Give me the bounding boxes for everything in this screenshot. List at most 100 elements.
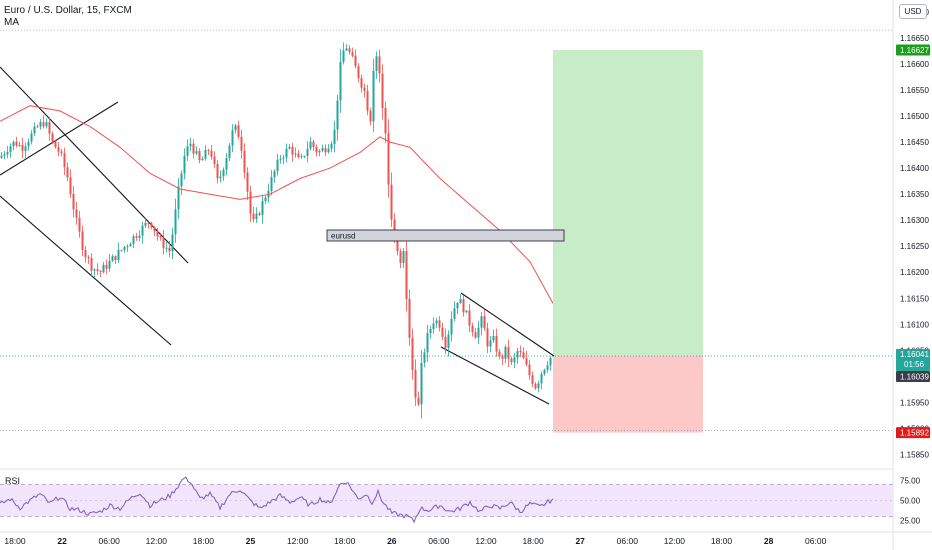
- time-tick-label: 18:00: [711, 536, 733, 546]
- candle: [120, 249, 123, 252]
- currency-button[interactable]: USD: [899, 4, 927, 19]
- candle: [141, 221, 144, 244]
- price-tick-label: 1.16200: [900, 268, 929, 277]
- candle: [477, 321, 480, 344]
- symbol-title[interactable]: Euro / U.S. Dollar, 15, FXCM: [4, 5, 132, 16]
- candle: [234, 123, 237, 134]
- candle: [429, 325, 432, 339]
- time-axis-ticks[interactable]: 18:00 22 06:00 12:00 18:00 25 12:00 18:00 26 06:0…: [4, 536, 826, 546]
- candle: [114, 255, 117, 265]
- candle: [105, 259, 108, 274]
- candle: [186, 139, 189, 161]
- candle: [291, 142, 294, 162]
- price-tick-label: 1.16100: [900, 320, 929, 329]
- candle: [6, 145, 9, 159]
- candle: [48, 117, 51, 141]
- candle: [327, 144, 330, 154]
- time-tick-label: 18:00: [4, 536, 26, 546]
- candle: [324, 144, 327, 157]
- price-tick-label: 1.16350: [900, 190, 929, 199]
- wedge-upper-line[interactable]: [460, 292, 555, 357]
- profit-zone[interactable]: [553, 49, 703, 357]
- candle: [543, 368, 546, 376]
- candle: [63, 147, 66, 176]
- wedge-lower-line[interactable]: [440, 346, 550, 405]
- eurusd-note-box[interactable]: [326, 229, 565, 242]
- candle: [306, 141, 309, 163]
- candle: [300, 153, 303, 159]
- price-tick-label: 1.16400: [900, 164, 929, 173]
- price-axis-ticks[interactable]: 1.167001.166501.166001.165501.165001.164…: [900, 8, 929, 459]
- candle: [84, 246, 87, 263]
- candle: [30, 129, 33, 145]
- candle: [135, 232, 138, 241]
- candle: [483, 309, 486, 331]
- time-tick-label: 06:00: [428, 536, 450, 546]
- candle: [450, 311, 453, 342]
- candle: [480, 311, 483, 336]
- candle: [93, 268, 96, 278]
- candle: [402, 248, 405, 268]
- candle: [216, 159, 219, 184]
- candle: [537, 380, 540, 393]
- candle: [321, 144, 324, 153]
- price-tick-label: 1.16600: [900, 60, 929, 69]
- candle: [123, 245, 126, 253]
- candle: [240, 129, 243, 159]
- moving-average-line: [0, 105, 554, 304]
- entry-price-tag: 1.16039: [896, 371, 930, 383]
- channel-upper-line[interactable]: [0, 66, 189, 264]
- time-tick-label: 18:00: [193, 536, 215, 546]
- channel-lower-line[interactable]: [0, 195, 172, 346]
- candle: [237, 120, 240, 140]
- stop-loss-tag: 1.15892: [896, 427, 930, 439]
- candle: [57, 142, 60, 157]
- candle: [372, 58, 375, 133]
- candle: [525, 350, 528, 367]
- candle: [213, 151, 216, 168]
- candle: [441, 322, 444, 341]
- last-price-tag: 1.16041 01:56: [896, 349, 930, 372]
- candle: [156, 228, 159, 241]
- candle: [54, 139, 57, 149]
- candle: [516, 347, 519, 364]
- loss-zone[interactable]: [553, 356, 703, 433]
- candle: [246, 167, 249, 201]
- price-tick-label: 1.16500: [900, 112, 929, 121]
- candle: [357, 63, 360, 83]
- candle: [171, 227, 174, 260]
- candle: [222, 167, 225, 181]
- candle: [168, 241, 171, 258]
- candle: [27, 138, 30, 151]
- candle: [24, 142, 27, 158]
- rsi-indicator-label[interactable]: RSI: [5, 476, 21, 486]
- candle: [354, 49, 357, 69]
- candle: [510, 356, 513, 366]
- candle: [183, 148, 186, 180]
- candle: [405, 241, 408, 312]
- trendline-drawings[interactable]: [0, 66, 555, 405]
- candle: [438, 316, 441, 332]
- rising-trendline[interactable]: [0, 101, 119, 176]
- time-tick-label: 28: [764, 536, 774, 546]
- candle: [309, 136, 312, 151]
- candle: [435, 317, 438, 329]
- candle: [444, 328, 447, 355]
- candle: [192, 139, 195, 159]
- candle: [267, 183, 270, 203]
- horizontal-levels: [0, 29, 893, 431]
- candle: [249, 185, 252, 223]
- candle: [432, 317, 435, 334]
- candle: [165, 242, 168, 253]
- candle: [207, 148, 210, 155]
- candle: [411, 328, 414, 380]
- time-tick-label: 06:00: [99, 536, 121, 546]
- ma-indicator-label[interactable]: MA: [4, 17, 19, 28]
- candle: [9, 143, 12, 158]
- candle: [501, 353, 504, 366]
- candle: [471, 322, 474, 337]
- candle: [72, 186, 75, 218]
- candle: [255, 207, 258, 223]
